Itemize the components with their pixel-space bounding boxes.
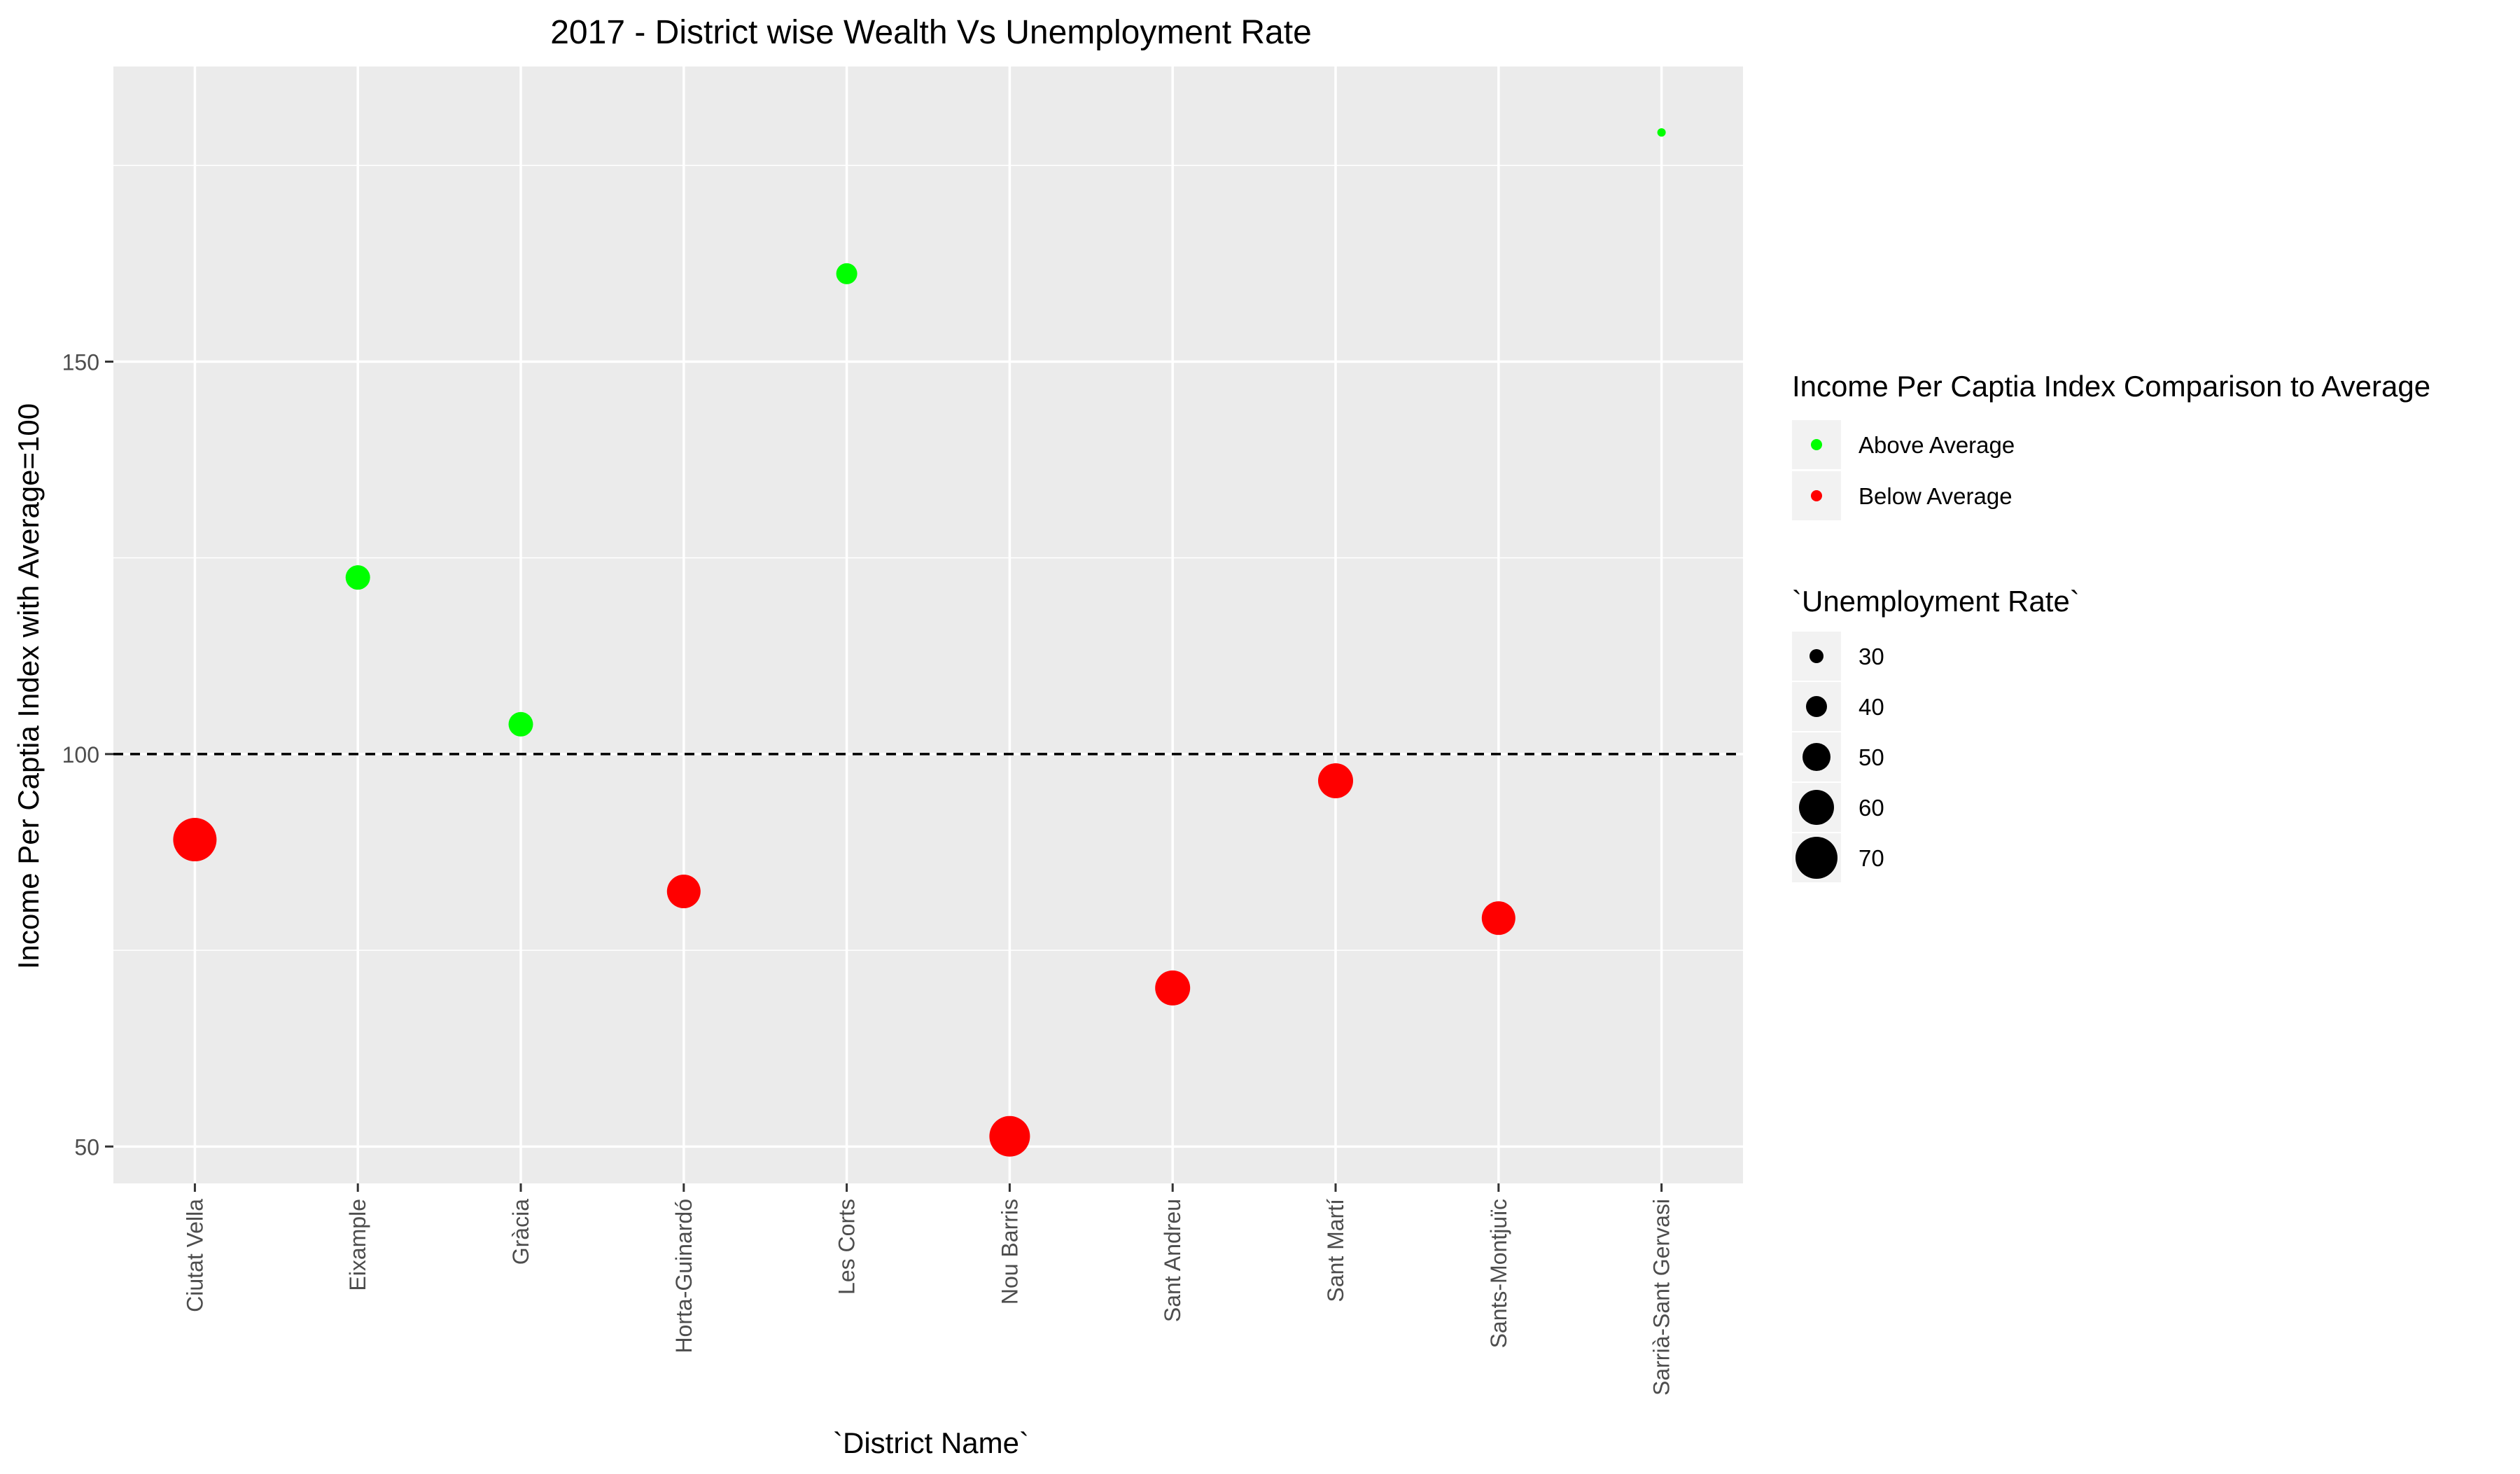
data-point	[1155, 970, 1191, 1006]
data-point	[508, 711, 533, 737]
legend-size-swatch	[1809, 649, 1823, 663]
y-tick-label: 150	[62, 349, 99, 375]
x-tick-label: Horta-Guinardó	[671, 1199, 696, 1354]
data-point	[1318, 763, 1353, 798]
x-tick-label: Sarrià-Sant Gervasi	[1649, 1199, 1674, 1396]
chart-title: 2017 - District wise Wealth Vs Unemploym…	[550, 14, 1312, 51]
x-tick-label: Gràcia	[508, 1199, 533, 1265]
panel-background	[113, 67, 1743, 1183]
legend-color-swatch	[1811, 490, 1822, 501]
data-point	[836, 263, 858, 284]
legend-color-swatch	[1811, 439, 1822, 450]
x-axis-title: `District Name`	[833, 1426, 1029, 1459]
data-point	[345, 565, 370, 590]
size-legend-title: `Unemployment Rate`	[1792, 585, 2080, 618]
x-tick-label: Sant Martí	[1323, 1199, 1348, 1302]
y-axis-title: Income Per Captia Index with Average=100	[12, 403, 45, 969]
legend-size-label: 30	[1858, 644, 1884, 669]
legend-size-label: 40	[1858, 694, 1884, 720]
color-legend: Income Per Captia Index Comparison to Av…	[1792, 370, 2430, 520]
plot-panel	[113, 67, 1743, 1183]
data-point	[666, 875, 701, 909]
data-point	[1481, 901, 1516, 936]
legend-color-label: Above Average	[1858, 432, 2015, 458]
data-point	[989, 1115, 1030, 1157]
legend-size-swatch	[1806, 696, 1827, 717]
legend-size-label: 70	[1858, 845, 1884, 871]
legend-size-label: 60	[1858, 795, 1884, 821]
x-tick-label: Nou Barris	[997, 1199, 1022, 1305]
axes: 50 100 150 Ciutat Vella Eixample Gràcia Horta-…	[62, 349, 1674, 1396]
color-legend-title: Income Per Captia Index Comparison to Av…	[1792, 370, 2430, 403]
legend-size-swatch	[1799, 790, 1834, 825]
legend-size-swatch	[1795, 837, 1837, 879]
data-point	[1657, 128, 1666, 137]
legend-color-label: Below Average	[1858, 483, 2012, 509]
size-legend: `Unemployment Rate` 30 40 50 60 70	[1792, 585, 2080, 882]
x-tick-label: Sant Andreu	[1160, 1199, 1185, 1322]
y-tick-label: 50	[74, 1134, 99, 1160]
x-tick-label: Ciutat Vella	[182, 1199, 207, 1312]
y-tick-label: 100	[62, 742, 99, 767]
x-tick-label: Les Corts	[834, 1199, 860, 1295]
data-points	[173, 128, 1666, 1157]
legend-size-swatch	[1802, 743, 1830, 771]
x-tick-label: Sants-Montjuïc	[1486, 1199, 1511, 1348]
data-point	[173, 818, 217, 862]
x-tick-label: Eixample	[345, 1199, 370, 1291]
legend-size-label: 50	[1858, 744, 1884, 770]
